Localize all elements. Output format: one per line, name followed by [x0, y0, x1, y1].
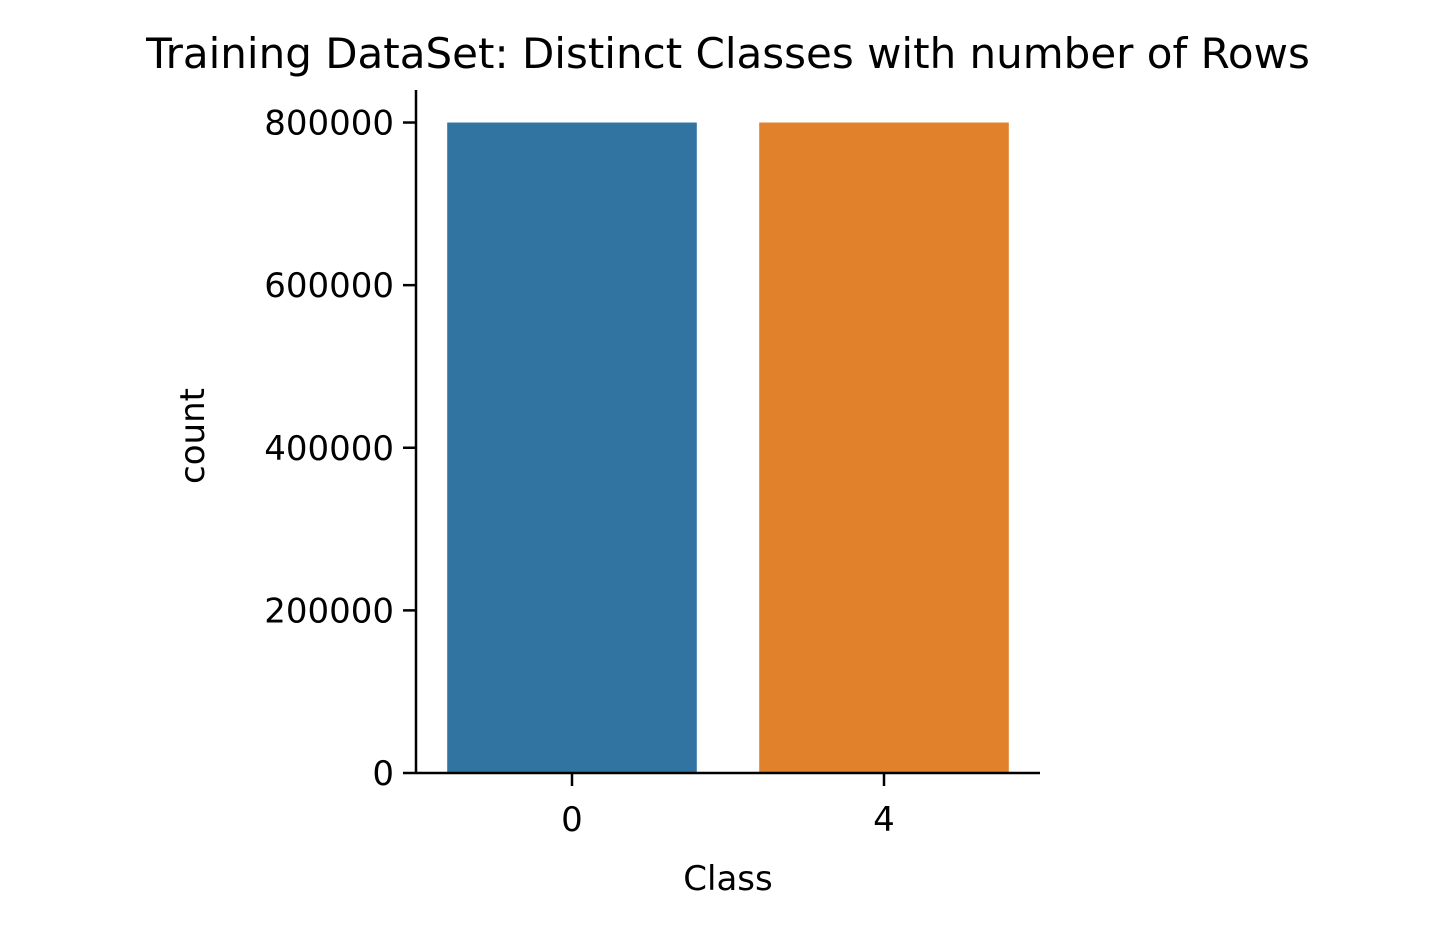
- y-axis-ticks: 0 200000 400000 600000 800000: [264, 104, 416, 794]
- y-tick-label: 600000: [264, 266, 394, 306]
- y-tick-label: 400000: [264, 429, 394, 469]
- y-tick-label: 800000: [264, 104, 394, 144]
- bars-group: [447, 122, 1009, 774]
- bar-class-4: [759, 122, 1009, 774]
- x-tick-label: 0: [561, 800, 583, 840]
- x-tick-label: 4: [873, 800, 895, 840]
- chart-title: Training DataSet: Distinct Classes with …: [145, 29, 1310, 78]
- x-axis-label: Class: [683, 859, 772, 899]
- y-axis-label: count: [173, 388, 213, 484]
- y-tick-label: 200000: [264, 591, 394, 631]
- bar-class-0: [447, 122, 697, 774]
- y-tick-label: 0: [372, 754, 394, 794]
